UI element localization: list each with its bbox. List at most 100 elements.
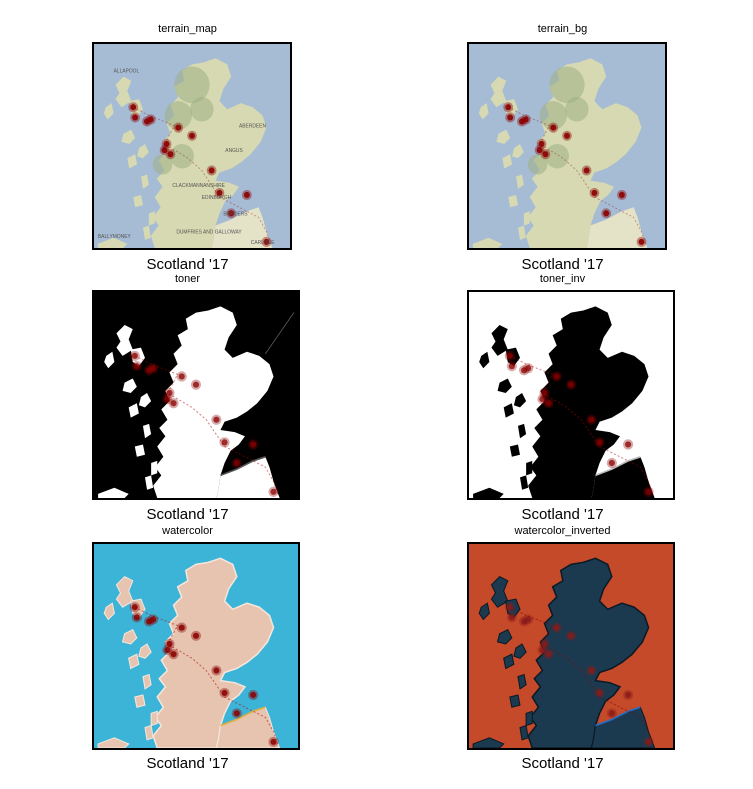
marker bbox=[166, 640, 173, 648]
island bbox=[519, 724, 529, 741]
island bbox=[517, 673, 527, 690]
panel-watercolor: watercolor Scotland '17 bbox=[0, 524, 375, 784]
island bbox=[504, 99, 518, 118]
marker bbox=[539, 647, 546, 654]
panel-title: terrain_bg bbox=[537, 23, 588, 35]
highland-patch bbox=[565, 97, 589, 122]
map-label: ABERDEEN bbox=[239, 124, 266, 130]
border-line bbox=[220, 456, 266, 477]
island bbox=[150, 710, 158, 727]
island bbox=[523, 211, 530, 226]
island bbox=[97, 237, 128, 248]
marker bbox=[133, 363, 140, 370]
island bbox=[151, 460, 158, 476]
marker bbox=[163, 140, 170, 148]
marker bbox=[208, 167, 215, 174]
island bbox=[121, 129, 136, 144]
marker bbox=[150, 365, 157, 372]
map-caption: Scotland '17 bbox=[521, 755, 604, 772]
island bbox=[513, 643, 527, 659]
island bbox=[103, 103, 114, 120]
marker bbox=[167, 151, 174, 158]
marker bbox=[542, 151, 549, 158]
england bbox=[586, 207, 648, 248]
marker bbox=[263, 238, 270, 245]
border-line bbox=[595, 456, 641, 477]
marker bbox=[189, 132, 195, 139]
map-caption: Scotland '17 bbox=[146, 506, 229, 523]
marker bbox=[618, 191, 625, 199]
marker bbox=[243, 191, 250, 199]
marker bbox=[625, 441, 632, 448]
highland-patch bbox=[152, 154, 173, 175]
marker bbox=[161, 147, 168, 154]
route-line bbox=[134, 606, 279, 745]
island bbox=[517, 423, 527, 439]
highland-patch bbox=[190, 97, 214, 122]
island bbox=[491, 324, 508, 356]
marker bbox=[596, 689, 603, 696]
island bbox=[103, 602, 115, 621]
map-terrain-bg bbox=[467, 42, 667, 250]
highland-patch bbox=[545, 143, 569, 169]
map-watercolor bbox=[92, 542, 300, 750]
panel-title: terrain_map bbox=[158, 23, 217, 35]
marker bbox=[545, 651, 552, 658]
marker bbox=[525, 365, 532, 372]
panel-toner-inv: toner_inv Scotland '17 bbox=[375, 272, 750, 523]
island bbox=[143, 225, 151, 240]
island bbox=[142, 673, 152, 690]
marker bbox=[132, 114, 139, 121]
mainland-scotland bbox=[528, 306, 649, 498]
marker bbox=[536, 147, 543, 154]
island bbox=[138, 643, 152, 659]
highland-patch bbox=[174, 66, 210, 104]
island bbox=[509, 444, 520, 457]
marker bbox=[645, 738, 652, 745]
panel-toner: toner Scotland '17 bbox=[0, 272, 375, 523]
island bbox=[496, 129, 511, 144]
island bbox=[145, 475, 154, 490]
island bbox=[512, 143, 524, 159]
island bbox=[502, 154, 513, 169]
island bbox=[127, 154, 138, 169]
marker bbox=[545, 400, 552, 407]
island bbox=[513, 392, 527, 408]
marker bbox=[638, 238, 645, 245]
island bbox=[128, 653, 140, 670]
map-toner-inv bbox=[467, 290, 675, 500]
border-line bbox=[595, 706, 641, 727]
map-label: ALLAPOOL bbox=[114, 68, 140, 74]
marker bbox=[538, 140, 545, 148]
panel-terrain-bg: terrain_bg Scotland '17 bbox=[375, 22, 750, 287]
island bbox=[122, 378, 137, 393]
marker bbox=[130, 104, 137, 111]
marker bbox=[603, 210, 610, 217]
marker bbox=[522, 116, 529, 123]
map-toner bbox=[92, 290, 300, 500]
marker bbox=[133, 614, 140, 621]
marker bbox=[150, 616, 157, 623]
marker bbox=[250, 691, 257, 699]
route-line bbox=[132, 106, 271, 245]
map-caption: Scotland '17 bbox=[146, 256, 229, 273]
island bbox=[116, 324, 133, 356]
map-caption: Scotland '17 bbox=[521, 256, 604, 273]
island bbox=[115, 76, 132, 108]
marker bbox=[216, 189, 223, 196]
marker bbox=[131, 352, 138, 359]
marker bbox=[233, 459, 240, 467]
marker bbox=[608, 459, 615, 467]
mainland-scotland bbox=[153, 306, 274, 498]
marker bbox=[270, 488, 277, 495]
island bbox=[142, 423, 152, 439]
marker bbox=[213, 667, 220, 674]
highland-patch bbox=[549, 66, 585, 104]
marker bbox=[625, 691, 632, 699]
island bbox=[478, 103, 489, 120]
marker bbox=[147, 116, 154, 123]
island bbox=[121, 628, 138, 645]
marker bbox=[221, 439, 228, 446]
grid-line bbox=[265, 312, 295, 354]
marker bbox=[270, 738, 277, 745]
